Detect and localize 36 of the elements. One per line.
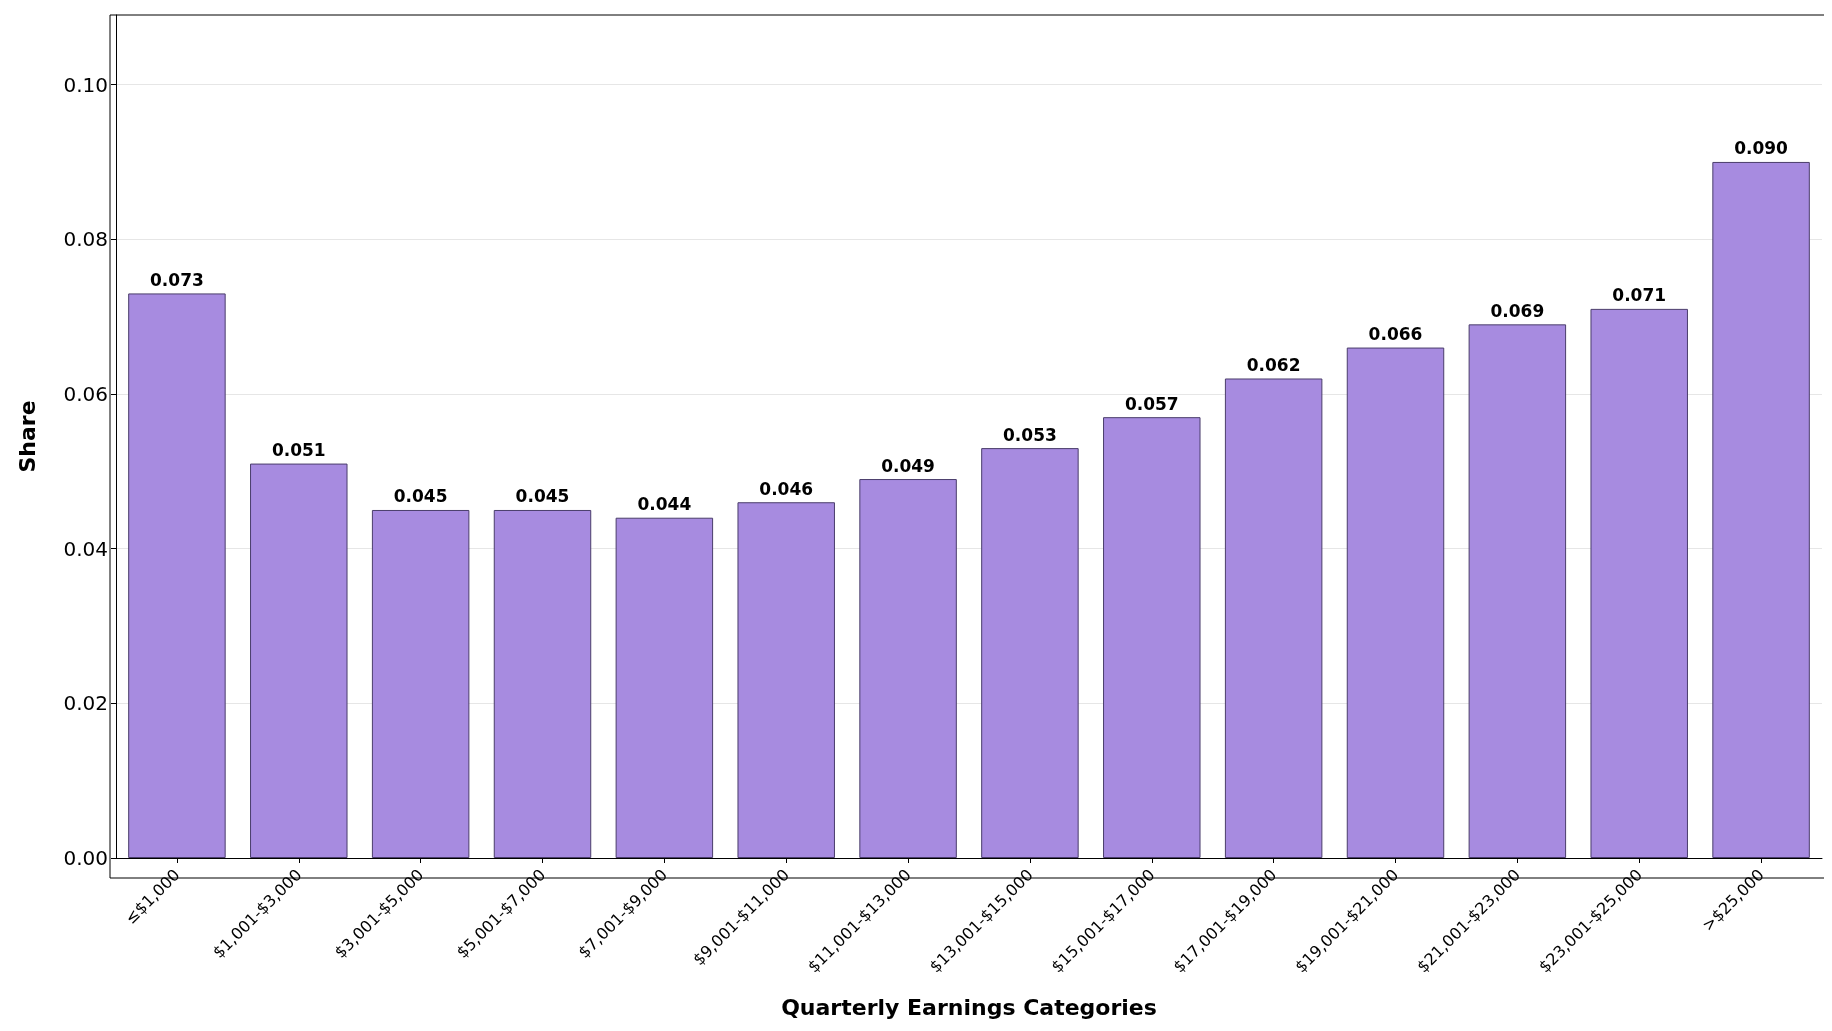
y-tick-label: 0.08 (63, 227, 108, 252)
y-tick-label: 0.00 (63, 846, 108, 870)
bar (1468, 324, 1567, 858)
data-label: 0.069 (1490, 300, 1545, 321)
bar (1224, 378, 1323, 858)
bar (250, 463, 348, 858)
y-axis-title: Share (14, 400, 40, 473)
bar (1103, 417, 1201, 858)
bar (737, 502, 835, 858)
data-label: 0.046 (759, 478, 814, 499)
bar (1346, 347, 1445, 858)
x-axis-title: Quarterly Earnings Categories (781, 994, 1157, 1020)
bar (371, 509, 470, 858)
bar (859, 479, 957, 858)
data-label: 0.044 (637, 494, 692, 515)
bar (128, 293, 226, 858)
y-tick-label: 0.10 (63, 72, 108, 97)
data-label: 0.051 (271, 440, 326, 461)
y-tick-label: 0.04 (63, 536, 108, 561)
y-tick-label: 0.02 (63, 691, 108, 716)
bar (1712, 161, 1810, 858)
bar (1590, 308, 1688, 858)
data-label: 0.057 (1124, 393, 1179, 414)
bar (981, 448, 1079, 858)
data-label: 0.073 (150, 269, 204, 290)
data-label: 0.049 (881, 455, 935, 476)
y-tick-label: 0.06 (63, 381, 108, 406)
data-label: 0.062 (1246, 355, 1301, 375)
data-label: 0.045 (515, 486, 570, 507)
data-label: 0.071 (1612, 285, 1667, 306)
data-label: 0.066 (1368, 324, 1423, 345)
data-label: 0.053 (1003, 424, 1057, 445)
bar (615, 517, 714, 858)
data-label: 0.090 (1734, 138, 1789, 159)
data-label: 0.045 (393, 486, 448, 507)
bar (493, 509, 592, 858)
